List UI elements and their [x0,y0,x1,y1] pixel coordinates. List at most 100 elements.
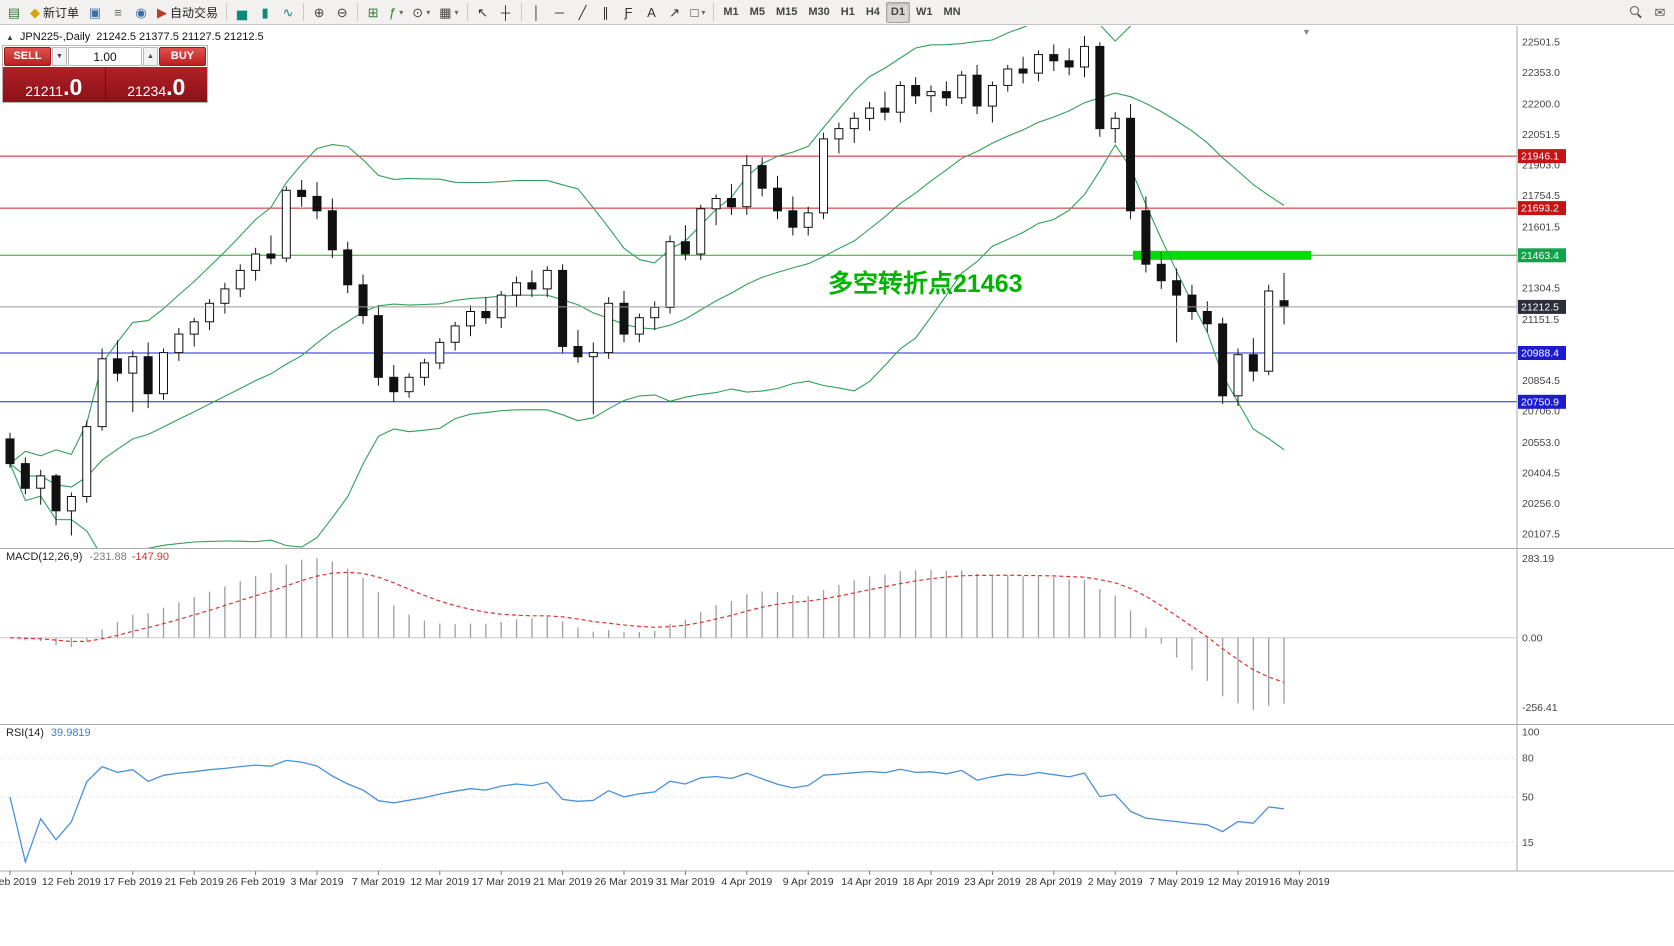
expand-triangle-icon[interactable]: ▲ [6,32,14,42]
sell-button[interactable]: SELL [4,47,51,66]
zoom-out-button[interactable]: ⊖ [331,2,353,23]
svg-text:18 Apr 2019: 18 Apr 2019 [903,876,960,888]
toolbar-separator [357,3,359,21]
main-toolbar: ▤ ◆ 新订单 ▣ ≡ ◉ ▶ 自动交易 ▅ ▮ ∿ ⊕ ⊖ ⊞ ƒ ▾ ⊙ ▾ ▦ ▾ ↖ ┼ │ ─ ╱ ∥ Ƒ A ↗ □ ▾ M1 M5… [0,0,1674,25]
line-chart-button[interactable]: ∿ [277,2,299,23]
buy-price-main: 21234 [127,83,167,99]
timeframe-d1-button[interactable]: D1 [885,1,910,23]
svg-text:31 Mar 2019: 31 Mar 2019 [656,876,715,888]
svg-text:16 May 2019: 16 May 2019 [1269,876,1330,888]
search-button[interactable] [1625,2,1647,23]
svg-text:26 Mar 2019: 26 Mar 2019 [595,876,654,888]
svg-text:7 Mar 2019: 7 Mar 2019 [352,876,405,888]
chart-title: ▲ JPN225-,Daily 21242.5 21377.5 21127.5 … [6,31,264,43]
timeframe-h1-button[interactable]: H1 [836,2,860,23]
svg-text:28 Apr 2019: 28 Apr 2019 [1025,876,1082,888]
svg-text:20750.9: 20750.9 [1521,396,1559,408]
buy-price[interactable]: 21234.0 [105,67,207,102]
chart-menu-caret-icon[interactable]: ▼ [1302,27,1311,37]
svg-text:21601.5: 21601.5 [1522,221,1560,233]
profiles-button[interactable]: ▣ [84,2,106,23]
line-chart-icon: ∿ [282,4,294,20]
templates-button[interactable]: ▦ ▾ [435,2,462,23]
arrows-button[interactable]: ↗ [664,2,686,23]
timeframe-m15-button[interactable]: M15 [771,2,802,23]
cursor-button[interactable]: ↖ [472,2,494,23]
svg-text:-256.41: -256.41 [1522,702,1558,714]
svg-text:21693.2: 21693.2 [1521,203,1559,215]
periods-icon: ⊙ [412,4,424,20]
svg-text:21304.5: 21304.5 [1522,283,1560,295]
text-button[interactable]: A [641,2,663,23]
turning-point-annotation[interactable]: 多空转折点21463 [828,270,1023,298]
zoom-in-button[interactable]: ⊕ [308,2,330,23]
market-watch-button[interactable]: ≡ [107,2,129,23]
messages-button[interactable]: ✉ [1649,2,1671,23]
sell-price[interactable]: 21211.0 [3,67,106,102]
svg-text:80: 80 [1522,753,1534,765]
macd-value-main: -231.88 [89,551,127,563]
rsi-levels [0,757,1517,843]
trendline-button[interactable]: ╱ [572,2,594,23]
svg-text:3 Mar 2019: 3 Mar 2019 [290,876,343,888]
chart-background [0,25,1674,946]
toolbar-separator [520,3,522,21]
volume-increase-button[interactable]: ▲ [143,47,158,66]
bar-chart-button[interactable]: ▅ [231,2,253,23]
buy-button[interactable]: BUY [159,47,206,66]
svg-text:21463.4: 21463.4 [1521,250,1559,262]
cursor-icon: ↖ [477,4,488,20]
chevron-down-icon: ▾ [426,7,431,17]
timeframe-h4-button[interactable]: H4 [861,2,885,23]
svg-text:17 Mar 2019: 17 Mar 2019 [472,876,531,888]
macd-value-signal: -147.90 [131,551,170,563]
trendline-icon: ╱ [578,4,587,20]
svg-text:17 Feb 2019: 17 Feb 2019 [103,876,162,888]
toolbar-separator [713,3,715,21]
ohlc-values: 21242.5 21377.5 21127.5 21212.5 [96,31,264,43]
svg-text:12 May 2019: 12 May 2019 [1208,876,1269,888]
timeframe-mn-button[interactable]: MN [938,2,965,23]
periods-button[interactable]: ⊙ ▾ [408,2,434,23]
new-order-icon: ◆ [30,4,40,20]
zoom-in-icon: ⊕ [313,4,325,20]
equidistant-channel-button[interactable]: ∥ [595,2,617,23]
svg-text:4 Apr 2019: 4 Apr 2019 [721,876,772,888]
navigator-button[interactable]: ◉ [130,2,152,23]
svg-text:100: 100 [1522,727,1540,739]
new-chart-button[interactable]: ▤ [3,2,25,23]
svg-text:7 May 2019: 7 May 2019 [1149,876,1204,888]
volume-input[interactable] [68,47,142,66]
macd-title: MACD(12,26,9) [6,551,83,563]
svg-text:22051.5: 22051.5 [1522,129,1560,141]
turning-point-highlight[interactable] [1133,250,1311,260]
macd-indicator-label: MACD(12,26,9) -231.88 -147.90 [6,551,169,563]
indicators-button[interactable]: ƒ ▾ [385,2,407,23]
buy-price-big: .0 [166,74,186,101]
autotrading-button[interactable]: ▶ 自动交易 [153,2,222,23]
candles-layer [5,36,1289,536]
tile-windows-button[interactable]: ⊞ [362,2,384,23]
templates-icon: ▦ [439,4,452,20]
zoom-out-icon: ⊖ [336,4,348,20]
svg-text:20988.4: 20988.4 [1521,347,1559,359]
rsi-value: 39.9819 [50,727,91,739]
timeframe-m30-button[interactable]: M30 [803,2,834,23]
new-order-button[interactable]: ◆ 新订单 [26,2,83,23]
crosshair-button[interactable]: ┼ [495,2,517,23]
timeframe-m5-button[interactable]: M5 [745,2,770,23]
fibonacci-button[interactable]: Ƒ [618,2,640,23]
symbol-name: JPN225-,Daily [19,31,91,43]
svg-text:21151.5: 21151.5 [1522,314,1559,326]
shapes-button[interactable]: □ ▾ [687,2,710,23]
horizontal-line-button[interactable]: ─ [549,2,571,23]
timeframe-w1-button[interactable]: W1 [911,2,938,23]
svg-text:21946.1: 21946.1 [1521,151,1559,163]
candlestick-chart-button[interactable]: ▮ [254,2,276,23]
volume-decrease-button[interactable]: ▼ [52,47,67,66]
profiles-icon: ▣ [88,4,102,20]
timeframe-m1-button[interactable]: M1 [718,2,743,23]
vertical-line-button[interactable]: │ [526,2,548,23]
